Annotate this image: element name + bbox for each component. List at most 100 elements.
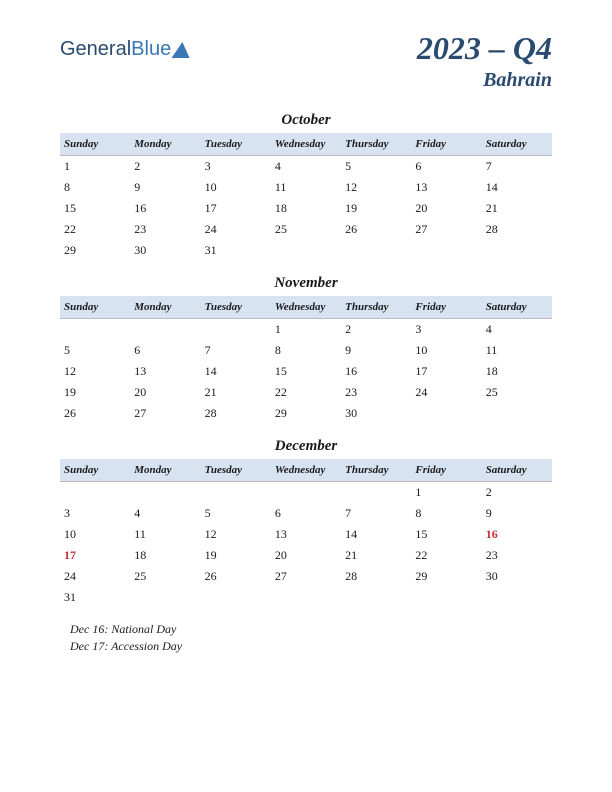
day-cell: 27 (130, 403, 200, 424)
day-cell (341, 587, 411, 608)
table-row: 1234567 (60, 156, 552, 178)
day-cell (201, 587, 271, 608)
day-cell: 13 (130, 361, 200, 382)
day-cell: 4 (482, 319, 552, 341)
day-cell: 21 (201, 382, 271, 403)
day-cell: 14 (482, 177, 552, 198)
day-cell: 7 (201, 340, 271, 361)
day-cell: 16 (130, 198, 200, 219)
day-cell: 29 (411, 566, 481, 587)
day-cell: 14 (341, 524, 411, 545)
day-header: Thursday (341, 459, 411, 482)
day-cell: 24 (411, 382, 481, 403)
logo-text-2: Blue (131, 38, 171, 61)
day-header: Thursday (341, 133, 411, 156)
calendar-table: SundayMondayTuesdayWednesdayThursdayFrid… (60, 133, 552, 261)
day-header: Sunday (60, 296, 130, 319)
month-name: October (60, 112, 552, 129)
day-cell: 15 (60, 198, 130, 219)
day-cell: 8 (60, 177, 130, 198)
day-cell (341, 482, 411, 504)
day-cell: 19 (60, 382, 130, 403)
title-block: 2023 – Q4 Bahrain (417, 30, 552, 92)
table-row: 891011121314 (60, 177, 552, 198)
title-sub: Bahrain (417, 69, 552, 92)
day-cell: 20 (130, 382, 200, 403)
day-cell (60, 482, 130, 504)
day-cell: 17 (411, 361, 481, 382)
day-cell: 6 (130, 340, 200, 361)
table-row: 12 (60, 482, 552, 504)
day-cell: 2 (482, 482, 552, 504)
day-cell: 22 (60, 219, 130, 240)
day-cell: 25 (130, 566, 200, 587)
day-cell: 5 (60, 340, 130, 361)
day-header: Friday (411, 459, 481, 482)
day-header: Friday (411, 296, 481, 319)
day-cell: 9 (341, 340, 411, 361)
day-cell: 1 (271, 319, 341, 341)
day-cell (130, 482, 200, 504)
day-cell: 28 (201, 403, 271, 424)
holiday-notes: Dec 16: National DayDec 17: Accession Da… (60, 622, 552, 654)
day-header: Sunday (60, 459, 130, 482)
day-cell (341, 240, 411, 261)
calendar-table: SundayMondayTuesdayWednesdayThursdayFrid… (60, 296, 552, 424)
day-cell: 5 (201, 503, 271, 524)
day-header: Sunday (60, 133, 130, 156)
day-cell: 4 (271, 156, 341, 178)
day-cell (130, 319, 200, 341)
month-block: October SundayMondayTuesdayWednesdayThurs… (60, 112, 552, 261)
day-cell: 26 (201, 566, 271, 587)
day-cell: 7 (482, 156, 552, 178)
day-cell (201, 482, 271, 504)
day-header: Wednesday (271, 459, 341, 482)
day-cell (271, 482, 341, 504)
day-cell: 25 (482, 382, 552, 403)
table-row: 293031 (60, 240, 552, 261)
day-cell: 10 (60, 524, 130, 545)
day-cell: 10 (411, 340, 481, 361)
day-cell: 20 (271, 545, 341, 566)
day-cell: 5 (341, 156, 411, 178)
day-cell: 10 (201, 177, 271, 198)
day-cell: 17 (60, 545, 130, 566)
day-cell: 2 (341, 319, 411, 341)
day-cell: 9 (482, 503, 552, 524)
holiday-note: Dec 16: National Day (70, 622, 552, 637)
day-cell: 26 (60, 403, 130, 424)
day-cell: 9 (130, 177, 200, 198)
table-row: 22232425262728 (60, 219, 552, 240)
table-row: 567891011 (60, 340, 552, 361)
day-cell: 24 (201, 219, 271, 240)
day-cell: 11 (130, 524, 200, 545)
day-header: Tuesday (201, 459, 271, 482)
logo-sail-icon (172, 42, 193, 58)
day-cell: 3 (411, 319, 481, 341)
day-cell (411, 587, 481, 608)
day-header: Tuesday (201, 133, 271, 156)
month-name: December (60, 438, 552, 455)
table-row: 3456789 (60, 503, 552, 524)
day-cell: 30 (482, 566, 552, 587)
header: GeneralBlue 2023 – Q4 Bahrain (60, 30, 552, 92)
day-cell: 25 (271, 219, 341, 240)
calendar-container: October SundayMondayTuesdayWednesdayThurs… (60, 112, 552, 608)
day-cell: 27 (271, 566, 341, 587)
day-cell: 21 (482, 198, 552, 219)
day-cell: 31 (60, 587, 130, 608)
day-cell (411, 240, 481, 261)
day-cell: 22 (271, 382, 341, 403)
day-cell: 30 (130, 240, 200, 261)
day-cell: 3 (60, 503, 130, 524)
day-header: Friday (411, 133, 481, 156)
day-cell: 13 (411, 177, 481, 198)
day-cell: 4 (130, 503, 200, 524)
day-cell: 18 (271, 198, 341, 219)
day-cell: 28 (341, 566, 411, 587)
day-cell: 29 (271, 403, 341, 424)
day-cell: 1 (411, 482, 481, 504)
day-cell: 22 (411, 545, 481, 566)
title-main: 2023 – Q4 (417, 30, 552, 67)
day-cell: 28 (482, 219, 552, 240)
